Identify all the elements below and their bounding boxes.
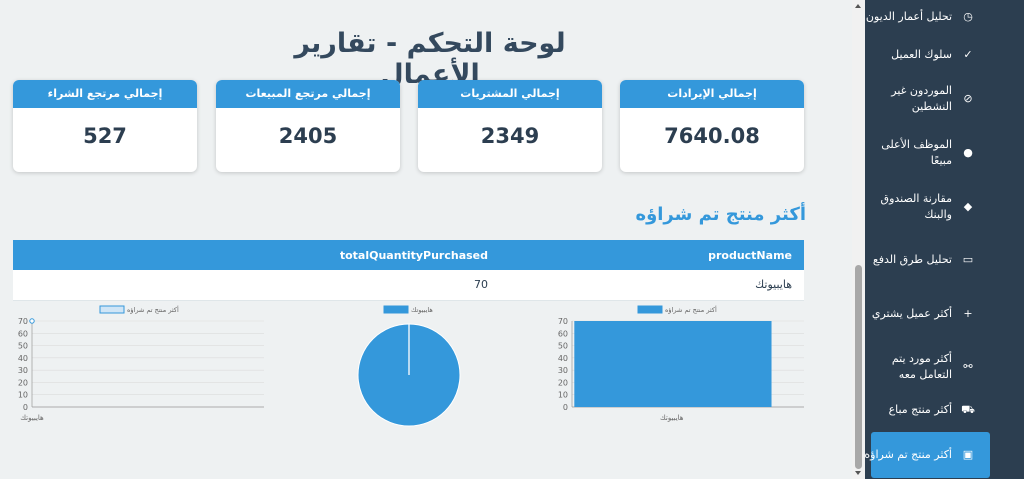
sidebar-item-label: الموردون غير النشطين — [891, 84, 952, 113]
sidebar-item-label: أكثر منتج تم شراؤه — [865, 448, 952, 461]
line-chart: 0 10 20 30 40 50 60 70 أكثر منتج تم شراؤه هايبيوت… — [18, 305, 264, 422]
sidebar-item-label: الموظف الأعلى مبيعًا — [881, 138, 952, 167]
sidebar-item-top-customer[interactable]: أكثر عميل يشتري + — [871, 291, 990, 337]
table-row: 70 هايبيوتك — [13, 270, 804, 301]
sidebar-item-label: تحليل طرق الدفع — [872, 253, 952, 266]
sidebar-nav: تحليل أعمار الديون ◷ سلوك العميل ✓ المور… — [865, 0, 1024, 479]
y-tick-label: 60 — [558, 329, 568, 338]
y-tick-label: 0 — [563, 403, 568, 412]
legend-label: أكثر منتج تم شراؤه — [665, 305, 717, 314]
pie-chart: هايبيوتك — [357, 305, 461, 427]
y-tick-label: 70 — [558, 317, 568, 326]
card-sales-returns: إجمالي مرتجع المبيعات 2405 — [216, 80, 400, 172]
y-tick-label: 40 — [558, 354, 568, 363]
sidebar-item-label: أكثر عميل يشتري — [871, 307, 952, 320]
scrollbar-thumb[interactable] — [855, 265, 862, 469]
column-header-quantity[interactable]: totalQuantityPurchased — [13, 240, 500, 270]
main-content: لوحة التحكم - تقارير الأعمال إجمالي مرتج… — [13, 28, 806, 427]
sidebar-item-label: أكثر مورد يتم التعامل معه — [891, 352, 952, 381]
sidebar-item-label: سلوك العميل — [891, 48, 952, 61]
card-label: إجمالي مرتجع الشراء — [13, 80, 197, 108]
y-tick-label: 40 — [18, 354, 28, 363]
card-purchase-returns: إجمالي مرتجع الشراء 527 — [13, 80, 197, 172]
top-purchased-table: totalQuantityPurchased productName 70 ها… — [13, 240, 804, 301]
legend-label: أكثر منتج تم شراؤه — [127, 305, 179, 314]
y-tick-label: 60 — [18, 329, 28, 338]
y-tick-label: 20 — [558, 378, 568, 387]
card-value: 7640.08 — [664, 124, 760, 148]
sidebar-item-cash-bank[interactable]: مقارنة الصندوق والبنك ◆ — [871, 184, 990, 230]
legend-swatch — [99, 305, 125, 314]
column-header-name[interactable]: productName — [500, 240, 804, 270]
y-tick-label: 30 — [558, 366, 568, 375]
legend-swatch — [637, 305, 663, 314]
sidebar-item-inactive-suppliers[interactable]: الموردون غير النشطين ⊘ — [871, 76, 990, 122]
cart-icon: ⛟ — [961, 403, 975, 416]
sidebar-item-label: تحليل أعمار الديون — [865, 10, 952, 23]
credit-card-icon: ▭ — [962, 253, 974, 266]
x-tick-label: هايبيوتك — [20, 414, 44, 422]
y-tick-label: 50 — [18, 342, 28, 351]
y-tick-label: 30 — [18, 366, 28, 375]
y-tick-label: 20 — [18, 378, 28, 387]
x-tick-label: هايبيوتك — [660, 414, 684, 422]
card-label: إجمالي المشتريات — [418, 80, 602, 108]
card-label: إجمالي الإيرادات — [620, 80, 804, 108]
section-title: أكثر منتج تم شراؤه — [635, 204, 806, 225]
legend-label: هايبيوتك — [411, 306, 433, 314]
scroll-down-arrow-icon[interactable] — [855, 471, 861, 475]
sidebar-item-top-employee[interactable]: الموظف الأعلى مبيعًا ● — [871, 130, 990, 176]
main-scrollbar[interactable] — [852, 0, 865, 479]
piggy-bank-icon: ◆ — [963, 200, 973, 213]
user-plus-icon: + — [963, 307, 973, 320]
user-check-icon: ✓ — [963, 48, 973, 61]
user-tie-icon: ● — [963, 146, 973, 159]
sidebar-item-label: أكثر منتج مباع — [888, 403, 952, 416]
card-value: 2405 — [278, 124, 338, 148]
handshake-icon: ⚯ — [963, 360, 973, 373]
card-value: 527 — [83, 124, 127, 148]
sidebar-item-debt-aging[interactable]: تحليل أعمار الديون ◷ — [866, 0, 990, 40]
bar — [574, 321, 772, 407]
scroll-up-arrow-icon[interactable] — [855, 4, 861, 8]
y-tick-label: 50 — [558, 342, 568, 351]
sidebar-item-payment-methods[interactable]: تحليل طرق الدفع ▭ — [871, 237, 990, 283]
y-tick-label: 0 — [23, 403, 28, 412]
cell-product-name: هايبيوتك — [500, 270, 804, 301]
sidebar-item-top-purchased-product[interactable]: أكثر منتج تم شراؤه ▣ — [865, 432, 990, 478]
table-header-row: totalQuantityPurchased productName — [13, 240, 804, 270]
sidebar-item-customer-behavior[interactable]: سلوك العميل ✓ — [871, 32, 990, 78]
y-tick-label: 70 — [18, 317, 28, 326]
card-label: إجمالي مرتجع المبيعات — [216, 80, 400, 108]
box-open-icon: ▣ — [962, 448, 974, 461]
sidebar-item-top-supplier[interactable]: أكثر مورد يتم التعامل معه ⚯ — [871, 344, 990, 390]
sidebar-item-top-selling-product[interactable]: أكثر منتج مباع ⛟ — [871, 387, 990, 433]
user-slash-icon: ⊘ — [963, 92, 973, 105]
card-value: 2349 — [480, 124, 540, 148]
data-point — [29, 318, 35, 324]
sidebar-item-label: مقارنة الصندوق والبنك — [880, 192, 952, 221]
cell-quantity: 70 — [13, 270, 500, 301]
bar-chart: 0 10 20 30 40 50 60 70 أكثر منتج تم شراؤه هايبيوت… — [558, 305, 804, 422]
y-tick-label: 10 — [558, 391, 568, 400]
page-title: لوحة التحكم - تقارير الأعمال — [294, 28, 566, 90]
clock-icon: ◷ — [963, 10, 973, 23]
card-revenue: إجمالي الإيرادات 7640.08 — [620, 80, 804, 172]
legend-swatch — [383, 305, 409, 314]
card-purchases: إجمالي المشتريات 2349 — [418, 80, 602, 172]
y-tick-label: 10 — [18, 391, 28, 400]
